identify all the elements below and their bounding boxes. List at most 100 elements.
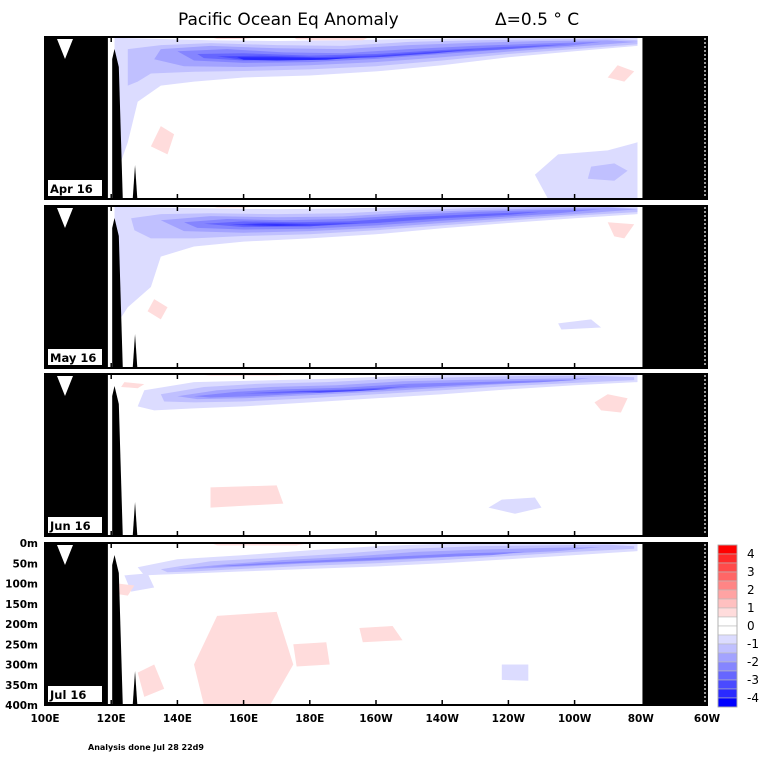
anomaly-contour [594, 394, 628, 413]
month-label-box [48, 180, 102, 196]
longitude-tick-label: 160W [359, 713, 393, 725]
colorbar-label: -3 [747, 673, 759, 687]
colorbar-label: 2 [747, 583, 755, 597]
depth-tick-label: 300m [5, 660, 38, 672]
panel-jul-16: Jul 16 [44, 542, 708, 706]
analysis-note: Analysis done Jul 28 22d9 [88, 743, 204, 752]
land-mask-east [642, 206, 707, 368]
longitude-tick-label: 100W [558, 713, 592, 725]
island-spike-2 [132, 165, 138, 199]
land-gap [57, 208, 73, 228]
anomaly-contour [534, 142, 638, 199]
colorbar-swatch [717, 661, 738, 672]
colorbar-label: 3 [747, 565, 755, 579]
colorbar-label: 4 [747, 547, 755, 561]
anomaly-contour [194, 379, 582, 398]
anomaly-contour [488, 497, 542, 514]
anomaly-field [114, 206, 638, 330]
month-label-box [48, 349, 102, 365]
depth-tick-label: 100m [5, 579, 38, 591]
depth-axis: 0m 50m 100m 150m 200m 250m 300m 350m 400m [5, 538, 38, 712]
anomaly-contour [293, 388, 393, 393]
depth-tick-label: 350m [5, 680, 38, 692]
anomaly-contour [114, 206, 638, 328]
anomaly-contour [501, 664, 529, 681]
month-label: Apr 16 [50, 182, 93, 196]
island-spike-1 [112, 49, 123, 199]
land-mask-east [642, 543, 707, 705]
longitude-axis: 100E 120E 140E 160E 180E 160W 140W 120W 100W 80W 6… [30, 713, 720, 725]
anomaly-contour [587, 163, 628, 181]
anomaly-contour [197, 44, 569, 61]
colorbar-swatch [717, 634, 738, 645]
panel-may-16: May 16 [44, 205, 708, 369]
anomaly-contour [210, 551, 525, 567]
month-label: Jun 16 [49, 519, 91, 533]
anomaly-contour [137, 664, 165, 697]
anomaly-contour [243, 386, 410, 394]
anomaly-contour [194, 611, 294, 705]
month-label-box [48, 686, 102, 702]
anomaly-contour [147, 299, 168, 320]
depth-tick-label: 150m [5, 599, 38, 611]
longitude-tick-label: 180E [295, 713, 324, 725]
anomaly-contour [217, 49, 476, 60]
colorbar-swatch [717, 679, 738, 690]
anomaly-contour [210, 485, 284, 508]
anomaly-contour [558, 319, 602, 330]
colorbar-label: 0 [747, 619, 755, 633]
land-mask-west [45, 37, 108, 199]
anomaly-contour [121, 382, 145, 389]
island-spike-2 [132, 671, 138, 705]
land-gap [57, 39, 73, 59]
month-label: May 16 [50, 351, 96, 365]
colorbar-swatch [717, 553, 738, 564]
longitude-tick-label: 120W [492, 713, 526, 725]
land-mask-west [45, 206, 108, 368]
anomaly-contour [114, 583, 135, 596]
colorbar-swatch [717, 607, 738, 618]
colorbar-swatch [717, 688, 738, 699]
colorbar-swatch [717, 562, 738, 573]
longitude-tick-label: 100E [30, 713, 59, 725]
colorbar-swatch [717, 643, 738, 654]
panel-frame [44, 542, 708, 706]
anomaly-contour [607, 222, 635, 239]
chart-title: Pacific Ocean Eq Anomaly [178, 10, 399, 30]
land-mask-west [45, 543, 108, 705]
anomaly-contour [114, 37, 638, 179]
panel-apr-16: Apr 16 [44, 36, 708, 200]
longitude-tick-label: 160E [229, 713, 258, 725]
colorbar-label: -4 [747, 691, 759, 705]
island-spike-2 [132, 334, 138, 368]
anomaly-field [114, 37, 638, 199]
depth-tick-label: 50m [12, 558, 38, 570]
colorbar-swatch [717, 589, 738, 600]
colorbar-swatch [717, 652, 738, 663]
depth-tick-label: 250m [5, 639, 38, 651]
colorbar-swatch [717, 571, 738, 582]
anomaly-contour [293, 642, 330, 667]
anomaly-contour [359, 626, 403, 643]
depth-tick-label: 0m [20, 538, 38, 550]
colorbar-swatch [717, 598, 738, 609]
land-mask-east [642, 374, 707, 536]
anomaly-contour [607, 65, 635, 82]
panel-frame [44, 36, 708, 200]
colorbar-frame [717, 544, 738, 708]
land-gap [57, 376, 73, 396]
colorbar-swatch [717, 670, 738, 681]
colorbar-swatch [717, 580, 738, 591]
colorbar-swatch [717, 616, 738, 627]
depth-tick-label: 400m [5, 700, 38, 712]
land-mask-east [642, 37, 707, 199]
depth-tick-label: 200m [5, 619, 38, 631]
anomaly-contour [203, 211, 542, 228]
month-label-box [48, 517, 102, 533]
contour-interval-label: Δ=0.5 ° C [495, 10, 579, 30]
colorbar-swatch [717, 697, 738, 708]
colorbar-label: -1 [747, 637, 759, 651]
colorbar-swatch [717, 544, 738, 555]
anomaly-contour [237, 57, 360, 61]
